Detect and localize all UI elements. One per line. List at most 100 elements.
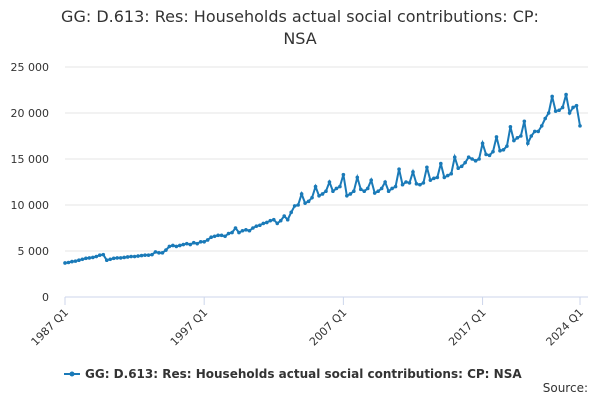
- x-tick-label: 2024 Q1: [544, 306, 587, 349]
- y-tick-label: 0: [42, 291, 49, 304]
- data-point: [104, 258, 109, 263]
- data-point: [275, 221, 280, 226]
- data-point: [449, 171, 454, 176]
- legend-marker: [69, 371, 75, 377]
- data-point: [237, 230, 241, 235]
- data-point: [508, 125, 513, 129]
- data-point: [421, 181, 426, 185]
- data-point: [132, 254, 137, 259]
- data-point: [320, 192, 325, 196]
- data-point: [553, 109, 558, 113]
- data-point: [532, 129, 537, 134]
- data-point: [445, 173, 450, 178]
- data-point: [111, 256, 116, 261]
- data-point: [101, 252, 106, 257]
- data-point: [362, 189, 367, 193]
- data-point: [122, 255, 126, 260]
- data-point: [571, 105, 575, 110]
- data-point: [456, 166, 461, 170]
- data-point: [73, 259, 78, 263]
- data-point: [512, 138, 516, 143]
- data-point: [258, 223, 262, 228]
- data-point: [164, 248, 168, 252]
- data-point: [393, 184, 398, 189]
- y-tick-label: 25 000: [11, 61, 50, 74]
- data-point: [376, 189, 380, 193]
- data-point: [442, 175, 447, 180]
- data-point: [341, 172, 346, 177]
- x-tick-label: 2017 Q1: [446, 306, 489, 349]
- data-point: [87, 256, 92, 260]
- data-point: [247, 228, 252, 233]
- data-point: [407, 181, 412, 185]
- data-point: [432, 176, 436, 181]
- data-point: [299, 192, 304, 196]
- data-point: [254, 224, 259, 228]
- data-point: [557, 108, 561, 113]
- data-point: [452, 155, 457, 159]
- data-point: [125, 255, 130, 259]
- data-point: [143, 253, 147, 257]
- data-point: [306, 199, 311, 204]
- data-point: [369, 178, 374, 182]
- data-point: [251, 226, 255, 230]
- data-point: [233, 226, 238, 230]
- data-point: [536, 129, 541, 134]
- data-point: [338, 184, 342, 189]
- data-point: [285, 217, 290, 222]
- data-point: [212, 234, 217, 239]
- data-point: [223, 234, 227, 239]
- data-point: [310, 195, 314, 200]
- data-point: [334, 186, 339, 191]
- data-point: [157, 251, 161, 255]
- data-point: [153, 250, 158, 254]
- data-point: [404, 180, 408, 184]
- data-point: [327, 180, 332, 184]
- data-point: [505, 144, 509, 148]
- data-point: [529, 134, 534, 138]
- data-point: [181, 242, 186, 247]
- data-point: [296, 203, 300, 207]
- data-point: [400, 182, 405, 187]
- data-point: [567, 111, 572, 115]
- data-point: [191, 240, 196, 245]
- data-point: [150, 252, 154, 257]
- data-point: [564, 92, 568, 97]
- data-point: [160, 251, 165, 255]
- data-point: [184, 241, 189, 246]
- data-point: [167, 244, 172, 249]
- data-point: [129, 254, 133, 259]
- chart-title: GG: D.613: Res: Households actual social…: [61, 7, 539, 48]
- data-point: [435, 175, 440, 180]
- data-point: [397, 167, 401, 171]
- data-point: [324, 189, 328, 193]
- data-point: [418, 182, 422, 187]
- data-point: [303, 201, 307, 205]
- data-point: [358, 187, 363, 192]
- data-point: [578, 124, 582, 128]
- y-tick-label: 15 000: [11, 153, 50, 166]
- data-point: [365, 186, 370, 191]
- data-point: [91, 255, 95, 260]
- y-tick-label: 10 000: [11, 199, 50, 212]
- series-line: [64, 94, 581, 264]
- data-point: [515, 136, 520, 140]
- data-point: [473, 159, 478, 163]
- data-point: [313, 184, 318, 189]
- data-point: [292, 204, 297, 208]
- data-point: [70, 259, 74, 264]
- data-point: [543, 116, 548, 121]
- data-point: [560, 105, 565, 110]
- data-point: [352, 189, 356, 193]
- data-point: [379, 186, 384, 191]
- data-point: [411, 170, 415, 174]
- data-point: [139, 253, 144, 258]
- data-point: [546, 111, 551, 115]
- data-point: [331, 189, 335, 193]
- data-point: [77, 258, 81, 263]
- y-tick-label: 20 000: [11, 107, 50, 120]
- data-point: [136, 254, 140, 258]
- data-point: [244, 228, 248, 232]
- data-point: [97, 253, 102, 257]
